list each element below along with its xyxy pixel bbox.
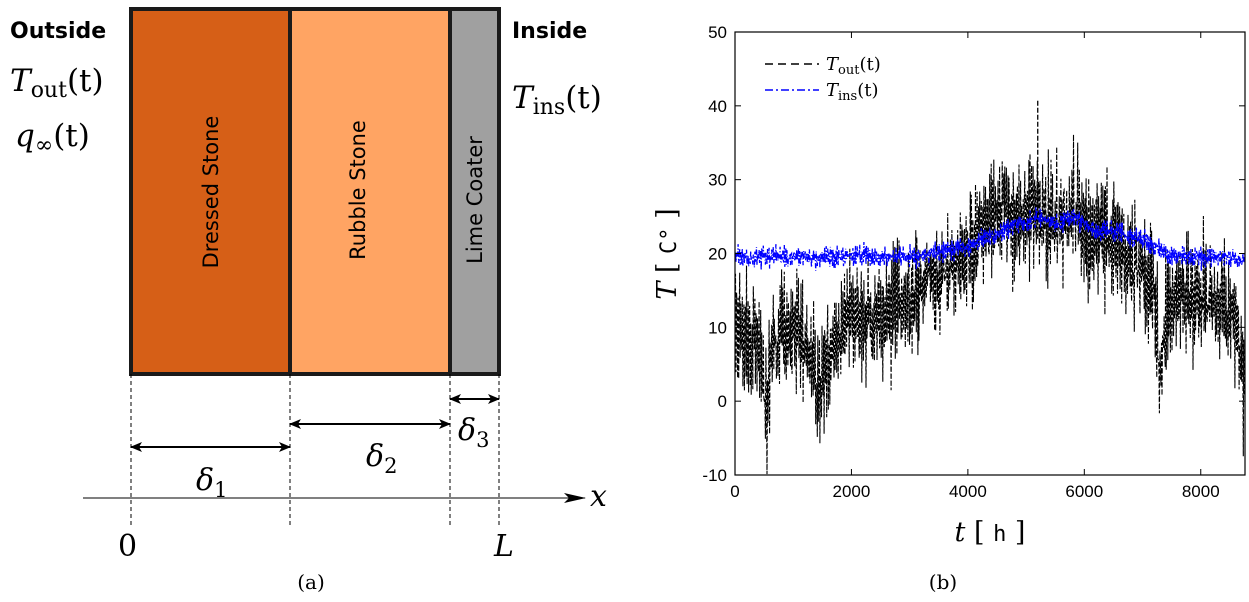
y-tick-label: 50 — [708, 23, 727, 42]
series-line-outside — [735, 134, 1245, 475]
x-tick-label: 4000 — [949, 482, 987, 501]
y-tick-label: -10 — [702, 466, 727, 485]
outside-label: Outside — [10, 19, 106, 44]
layer-label-lime-coater: Lime Coater — [463, 136, 487, 264]
length-label: L — [493, 529, 514, 564]
outside-temperature: Tout(t) — [10, 63, 104, 103]
x-tick-label: 8000 — [1182, 482, 1220, 501]
plot-area — [735, 32, 1245, 475]
legend-label-ins: Tins(t) — [826, 80, 879, 104]
y-axis-label: T [ C° ] — [652, 208, 683, 299]
x-axis-variable: x — [590, 479, 607, 514]
x-tick-label: 0 — [730, 482, 739, 501]
caption-b: (b) — [929, 570, 957, 594]
series-layer — [735, 100, 1245, 475]
caption-a: (a) — [297, 570, 325, 594]
x-axis-arrowhead — [564, 493, 586, 503]
legend-label-out: Tout(t) — [826, 54, 881, 78]
x-tick-label: 6000 — [1065, 482, 1103, 501]
layer-label-dressed-stone: Dressed Stone — [199, 116, 223, 269]
y-tick-label: 30 — [708, 171, 727, 190]
y-tick-label: 10 — [708, 318, 727, 337]
delta3-label: δ3 — [458, 413, 489, 452]
inside-label: Inside — [512, 19, 587, 44]
wall-outline — [129, 7, 501, 376]
y-tick-label: 40 — [708, 97, 727, 116]
inside-temperature: Tins(t) — [512, 80, 602, 120]
delta2-label: δ2 — [366, 439, 397, 478]
layer-dressed-stone — [131, 9, 290, 374]
delta1-label: δ1 — [196, 463, 227, 502]
series-line-inside — [735, 207, 1245, 271]
layer-label-rubble-stone: Rubble Stone — [346, 120, 370, 260]
y-tick-label: 20 — [708, 245, 727, 264]
origin-label: 0 — [118, 529, 137, 564]
layer-lime-coater — [450, 9, 499, 374]
x-tick-label: 2000 — [833, 482, 871, 501]
outside-heat-flux: q∞(t) — [15, 118, 90, 158]
y-tick-label: 0 — [718, 392, 727, 411]
x-axis-label: t [ h ] — [955, 517, 1026, 548]
panel-a-wall-diagram: Dressed Stone Rubble Stone Lime Coater O… — [10, 7, 607, 594]
layer-rubble-stone — [290, 9, 450, 374]
